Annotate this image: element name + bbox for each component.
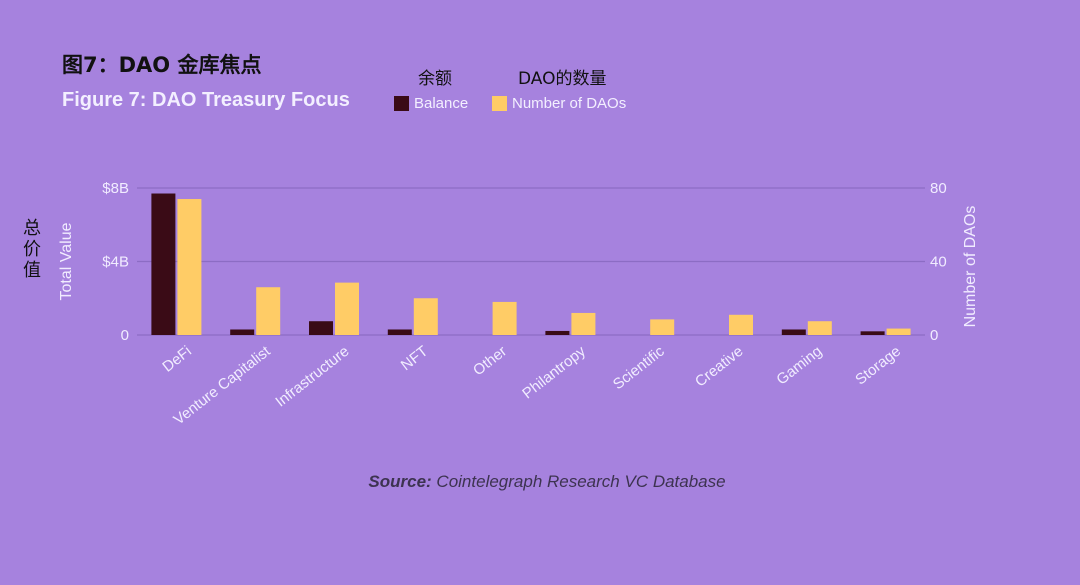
y2-axis-label: Number of DAOs [962, 206, 979, 328]
x-tick-label: Scientific [610, 342, 668, 393]
legend-label-count: Number of DAOs [512, 94, 627, 112]
y2-tick-label: 40 [930, 254, 947, 271]
legend-item-balance: Balance [394, 94, 468, 112]
bar-count [256, 287, 281, 335]
x-tick-label: Gaming [773, 343, 825, 389]
bar-balance [781, 329, 806, 335]
legend-swatch-balance [394, 95, 409, 111]
bar-count [492, 301, 517, 335]
bar-count [335, 282, 359, 335]
bar-balance [309, 321, 333, 335]
bar-count [729, 314, 753, 335]
bar-balance [545, 330, 570, 335]
chart-title-chinese: 图7：DAO 金库焦点 [62, 53, 262, 77]
bar-balance [860, 331, 885, 335]
x-tick-label: NFT [398, 343, 431, 374]
bar-count [571, 312, 596, 335]
x-tick-label: Other [470, 343, 510, 379]
bar-count [413, 298, 438, 335]
y-axis-label: Total Value [58, 222, 75, 300]
y-tick-label: $4B [102, 254, 129, 271]
x-tick-label: Infrastructure [272, 343, 352, 411]
x-tick-label: Storage [852, 343, 904, 389]
x-tick-label: DeFi [159, 343, 194, 376]
bar-balance [151, 193, 176, 335]
legend-balance-chinese: 余额 [418, 69, 452, 89]
source-prefix: Source: [368, 472, 432, 491]
y-axis-label-chinese: 总价值 [23, 218, 41, 281]
chart-title: Figure 7: DAO Treasury Focus [62, 89, 350, 111]
legend-label-balance: Balance [414, 94, 469, 112]
y2-tick-label: 0 [930, 327, 938, 344]
legend-swatch-count [492, 95, 507, 111]
legend-count-chinese: DAO的数量 [518, 69, 607, 89]
bar-count [886, 328, 911, 335]
y2-tick-label: 80 [930, 180, 947, 197]
y-tick-label: $8B [102, 180, 129, 197]
y-tick-label: 0 [121, 327, 129, 344]
source-text: Cointelegraph Research VC Database [431, 472, 726, 491]
bar-count [177, 199, 202, 335]
bar-balance [230, 329, 255, 335]
bar-count [807, 321, 832, 335]
bar-count [650, 319, 675, 335]
x-tick-label: Philantropy [519, 342, 589, 402]
x-tick-label: Creative [692, 343, 746, 391]
source-note: Source: Cointelegraph Research VC Databa… [0, 472, 1080, 492]
bar-balance [387, 329, 412, 335]
legend-item-count: Number of DAOs [492, 94, 626, 112]
